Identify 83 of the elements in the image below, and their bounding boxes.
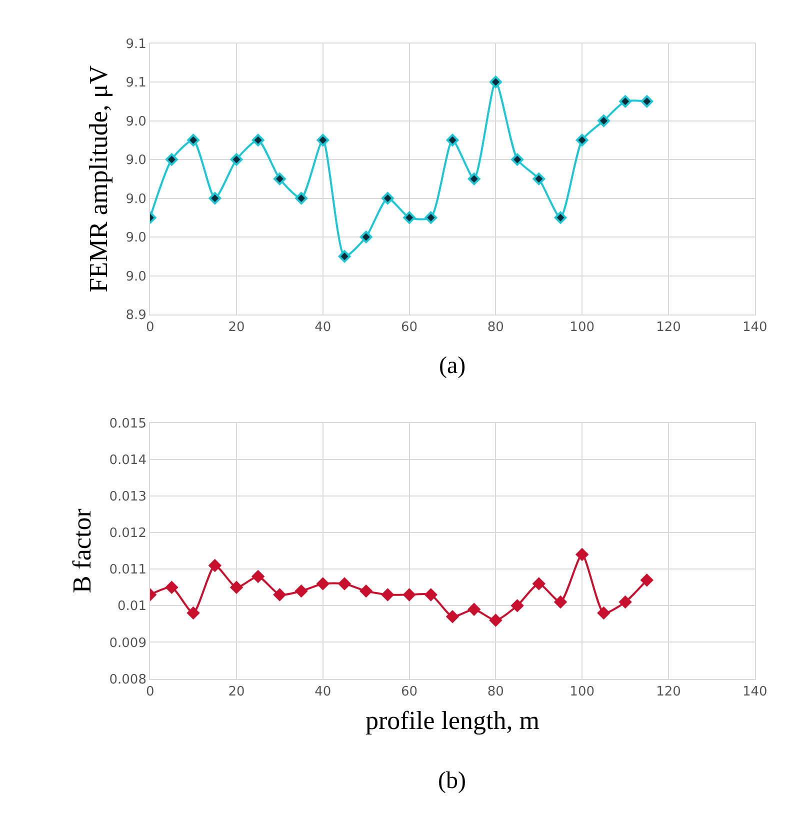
- y-tick-label: 8.9: [126, 308, 146, 324]
- point: [273, 172, 286, 186]
- point: [165, 153, 178, 166]
- point: [295, 584, 308, 598]
- x-tick-label: 20: [228, 320, 245, 336]
- point: [273, 588, 286, 601]
- point: [252, 134, 264, 146]
- y-tick-label: 9.1: [126, 36, 146, 52]
- x-tick-label: 100: [570, 320, 594, 336]
- point: [511, 599, 524, 612]
- x-tick-label: 80: [487, 320, 504, 336]
- point: [532, 578, 546, 590]
- point: [424, 588, 438, 601]
- y-tick-label: 9.1: [126, 76, 146, 91]
- point: [554, 211, 567, 224]
- x-tick-label: 80: [487, 684, 504, 700]
- x-axis-title: profile length, m: [365, 706, 540, 736]
- point: [403, 211, 416, 224]
- point: [597, 606, 610, 620]
- y-tick-label: 0.009: [109, 636, 146, 651]
- y-axis-title: FEMR amplitude, μV: [84, 65, 114, 292]
- x-tick-label: 140: [742, 684, 768, 700]
- point: [187, 134, 200, 146]
- point: [230, 153, 243, 166]
- point: [208, 192, 222, 204]
- y-tick-label: 9.0: [126, 114, 146, 130]
- point: [489, 76, 502, 88]
- point: [554, 596, 567, 608]
- x-tick-label: 60: [401, 320, 418, 336]
- y-axis-title: B factor: [68, 508, 97, 594]
- point: [468, 603, 480, 616]
- point: [511, 153, 524, 166]
- x-tick-label: 20: [228, 684, 245, 700]
- point: [381, 192, 394, 204]
- x-tick-label: 60: [401, 684, 418, 700]
- y-tick-label: 0.01: [118, 599, 146, 614]
- point: [597, 114, 610, 127]
- point: [316, 134, 330, 146]
- point: [252, 570, 264, 583]
- x-tick-label: 0: [146, 320, 154, 336]
- y-tick-label: 9.0: [126, 230, 146, 246]
- y-tick-label: 0.008: [109, 672, 146, 688]
- y-tick-label: 9.0: [126, 269, 146, 284]
- point: [338, 578, 351, 590]
- y-tick-label: 0.012: [109, 526, 146, 542]
- point: [532, 172, 546, 186]
- x-tick-label: 140: [742, 320, 768, 336]
- point: [338, 250, 351, 263]
- point: [446, 610, 459, 623]
- point: [316, 578, 330, 590]
- point: [424, 211, 438, 224]
- text: (a): [439, 353, 466, 379]
- y-tick-label: 0.015: [109, 416, 146, 432]
- x-tick-label: 0: [146, 684, 154, 700]
- y-tick-label: 0.011: [109, 562, 146, 578]
- point: [468, 172, 480, 186]
- y-tick-label: 0.013: [109, 490, 146, 505]
- point: [576, 548, 588, 561]
- y-tick-label: 0.014: [109, 453, 146, 468]
- point: [187, 606, 200, 620]
- point: [576, 134, 588, 146]
- point: [360, 230, 372, 244]
- point: [403, 588, 416, 601]
- point: [360, 584, 372, 598]
- y-tick-label: 9.0: [126, 153, 146, 168]
- point: [208, 559, 222, 572]
- point: [489, 614, 502, 626]
- point: [619, 596, 632, 608]
- x-tick-label: 40: [314, 320, 332, 336]
- point: [640, 95, 654, 108]
- y-tick-label: 9.0: [126, 192, 146, 207]
- point: [446, 134, 459, 146]
- point: [640, 574, 654, 586]
- x-tick-label: 120: [656, 684, 681, 700]
- point: [230, 581, 243, 594]
- x-tick-label: 120: [656, 320, 681, 336]
- point: [619, 95, 632, 108]
- x-tick-label: 40: [314, 684, 332, 700]
- point: [295, 192, 308, 204]
- x-tick-label: 100: [570, 684, 594, 700]
- point: [165, 581, 178, 594]
- text: (b): [438, 768, 466, 794]
- point: [381, 588, 394, 601]
